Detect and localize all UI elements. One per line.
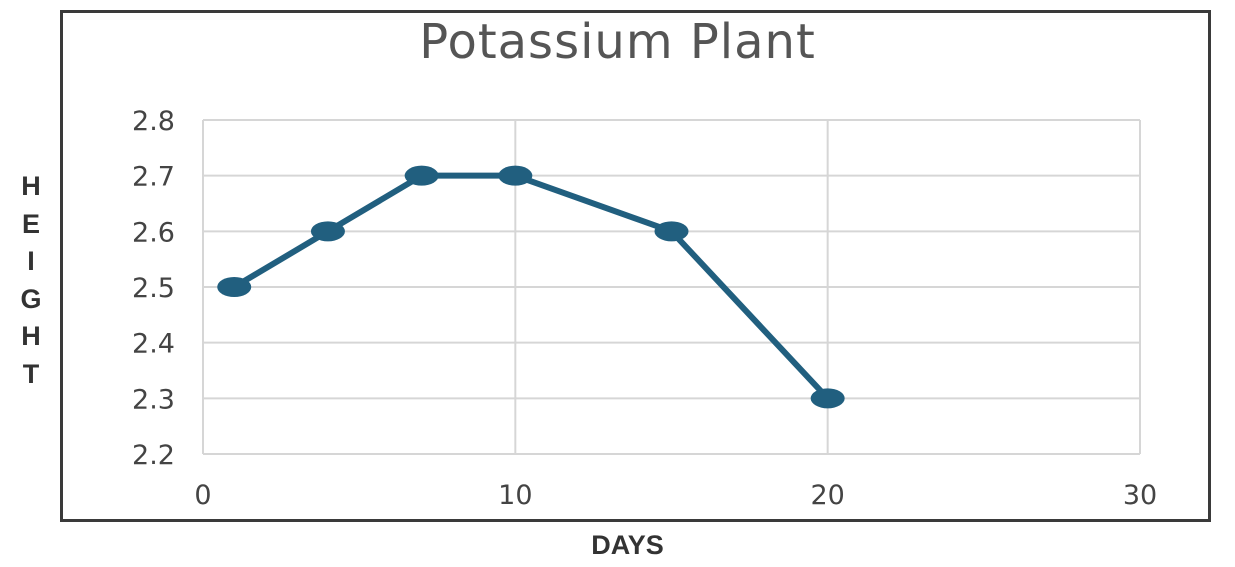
y-tick-label: 2.5 — [132, 273, 175, 304]
data-series — [217, 165, 845, 409]
series-line — [231, 172, 831, 402]
data-point — [498, 165, 533, 186]
y-axis-label-letter: I — [27, 246, 35, 276]
x-tick-labels: 0 10 20 30 — [194, 480, 1157, 511]
y-tick-label: 2.8 — [132, 106, 175, 137]
y-tick-labels: 2.2 2.3 2.4 2.5 2.6 2.7 2.8 — [132, 106, 175, 471]
y-tick-label: 2.4 — [132, 329, 175, 360]
x-tick-label: 10 — [498, 480, 532, 511]
data-point — [654, 221, 689, 242]
data-point — [217, 277, 252, 297]
y-axis-label-letter: T — [22, 358, 40, 389]
y-tick-label: 2.3 — [132, 384, 175, 415]
y-axis-label-letter: E — [21, 208, 40, 239]
x-axis-label: DAYS — [591, 530, 664, 560]
data-point — [310, 221, 345, 242]
x-tick-label: 0 — [194, 480, 211, 511]
data-point — [404, 165, 439, 186]
y-axis-label-letter: G — [20, 283, 42, 314]
y-tick-label: 2.6 — [132, 217, 175, 248]
grid-lines — [202, 119, 1141, 455]
data-point — [810, 388, 845, 409]
chart-frame — [60, 10, 1211, 522]
x-tick-label: 30 — [1123, 480, 1157, 511]
chart-title: Potassium Plant — [419, 14, 816, 70]
x-tick-label: 20 — [810, 480, 844, 511]
y-axis-label-letter: H — [21, 321, 41, 351]
y-tick-label: 2.7 — [132, 162, 175, 193]
y-axis-label-letter: H — [21, 171, 41, 201]
y-tick-label: 2.2 — [132, 440, 175, 471]
